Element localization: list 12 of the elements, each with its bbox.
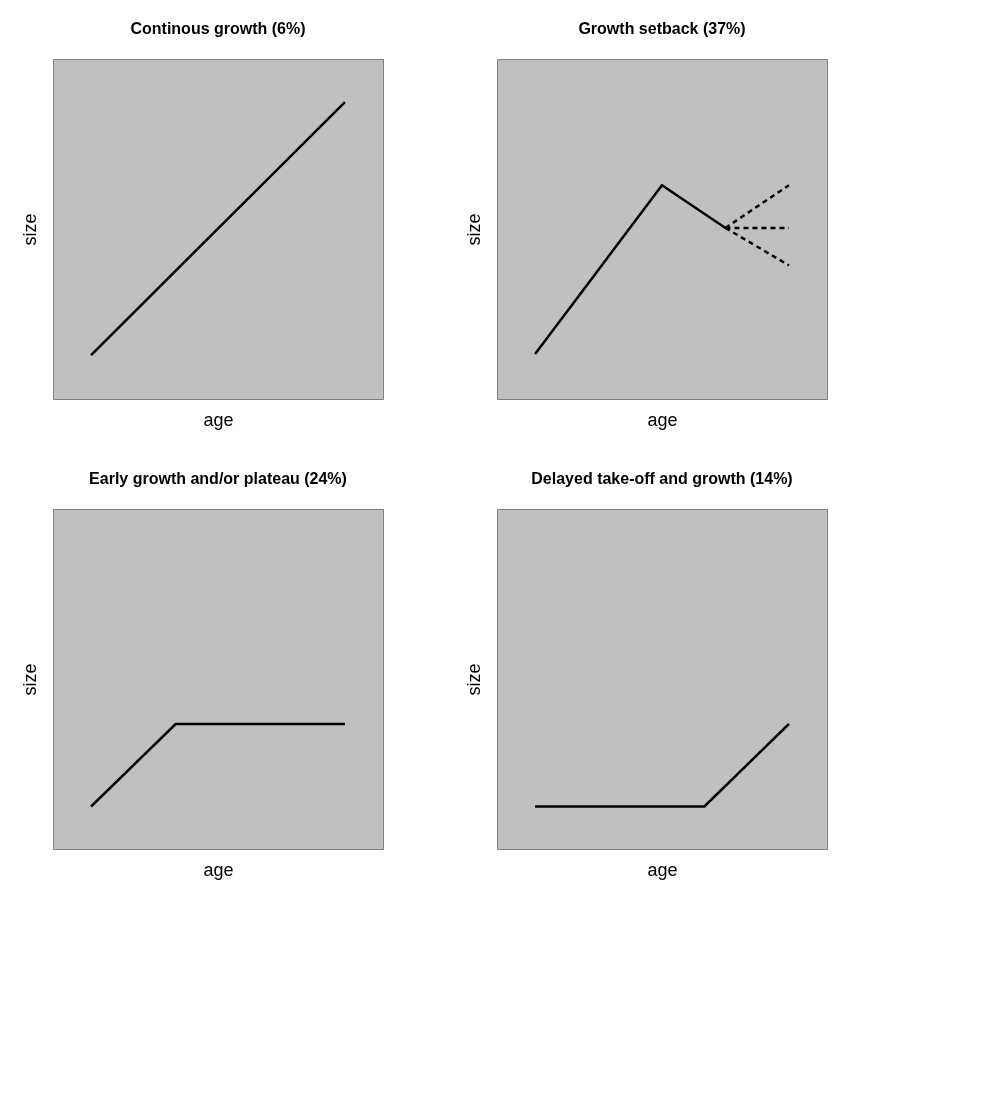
chart-title: Continous growth (6%) [130,20,306,37]
y-axis-title: size [463,663,484,696]
x-axis-title: age [203,859,234,880]
x-axis-title: age [647,409,678,430]
chart-title: Growth setback (37%) [578,20,746,37]
y-axis-title: size [19,213,40,246]
chart-title: Delayed take-off and growth (14%) [531,470,793,487]
y-axis-title: size [19,663,40,696]
x-axis-title: age [203,409,234,430]
chart-title: Early growth and/or plateau (24%) [89,470,347,487]
y-axis-title: size [463,213,484,246]
x-axis-title: age [647,859,678,880]
